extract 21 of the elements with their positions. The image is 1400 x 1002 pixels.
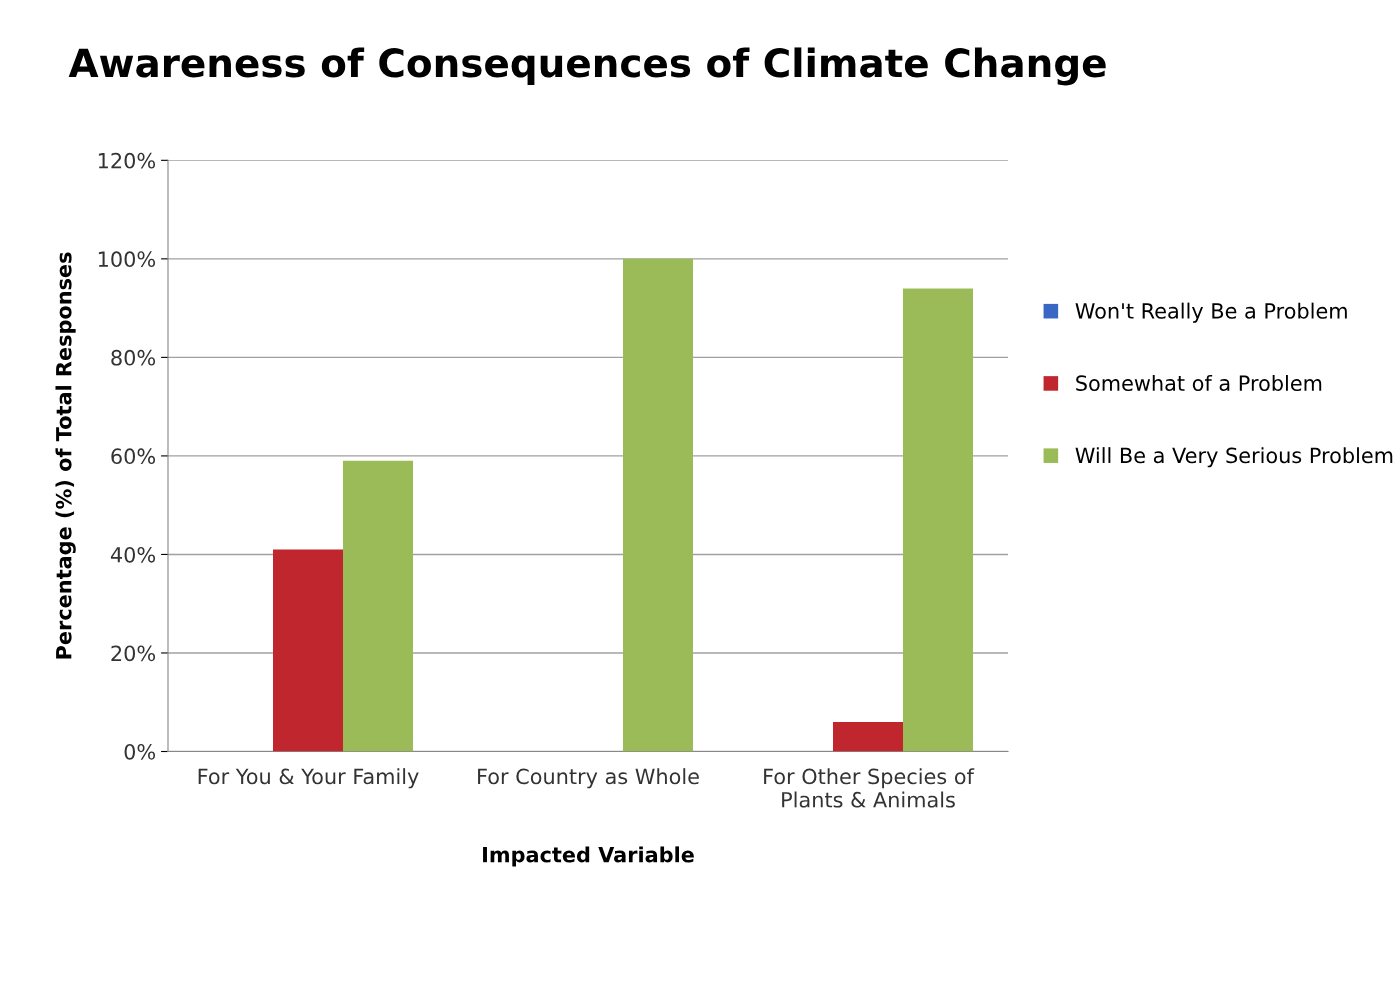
x-tick-label: For Country as Whole [478, 768, 699, 789]
legend-label: Somewhat of a Problem [1076, 374, 1322, 392]
x-axis-title: Impacted Variable [483, 846, 694, 867]
y-tick-label: 100% [98, 251, 156, 268]
bar [273, 549, 343, 752]
y-tick-label: 40% [110, 546, 156, 563]
legend-label: Won't Really Be a Problem [1075, 302, 1347, 323]
bar [343, 460, 413, 752]
chart-title: Awareness of Consequences of Climate Change [68, 47, 1106, 86]
y-tick-label: 80% [111, 349, 156, 366]
bar [903, 288, 973, 752]
y-tick-label: 20% [111, 645, 156, 662]
y-axis-title: Percentage (%) of Total Responses [55, 252, 76, 659]
legend-label: Will Be a Very Serious Problem [1075, 447, 1393, 468]
y-tick-label: 0% [124, 743, 156, 760]
bar [833, 721, 903, 752]
y-tick-label: 60% [111, 448, 156, 465]
x-tick-label: For You & Your Family [198, 768, 419, 789]
x-tick-label: For Other Species of Plants & Animals [764, 768, 975, 808]
y-tick-label: 120% [98, 152, 156, 169]
bar [623, 258, 693, 752]
